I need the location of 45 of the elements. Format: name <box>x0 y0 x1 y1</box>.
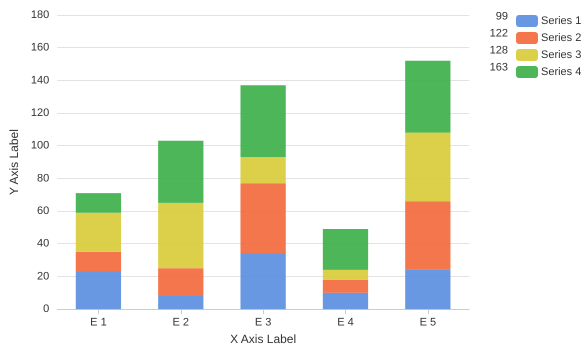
bar <box>158 140 204 203</box>
y-tick-label: 120 <box>30 107 50 120</box>
bar <box>322 229 368 270</box>
bar <box>240 183 286 254</box>
bar <box>322 292 368 310</box>
y-tick-label: 180 <box>30 9 50 21</box>
y-tick-label: 40 <box>37 238 50 250</box>
bar <box>240 85 286 158</box>
legend-label: Series 1 <box>541 15 582 27</box>
y-tick-label: 140 <box>30 74 50 86</box>
x-tick-label: E 1 <box>90 316 107 329</box>
bar <box>405 270 450 310</box>
bar <box>76 212 122 252</box>
bar <box>76 193 122 213</box>
x-tick-label: E 5 <box>420 316 436 329</box>
bar <box>158 202 204 268</box>
bar <box>405 201 450 270</box>
bar <box>405 132 450 202</box>
text: 99 <box>496 10 508 22</box>
bar <box>405 60 450 133</box>
y-tick-label: 0 <box>43 303 50 316</box>
y-tick-label: 60 <box>37 205 50 218</box>
bar <box>76 252 122 272</box>
legend-label: Series 3 <box>541 49 582 61</box>
x-tick-label: E 4 <box>337 316 354 329</box>
x-axis-title: X Axis Label <box>230 332 296 346</box>
bar <box>322 280 368 293</box>
bar <box>240 254 286 310</box>
text: 163 <box>490 62 508 74</box>
bar <box>158 268 204 296</box>
x-tick-label: E 3 <box>254 316 272 329</box>
legend-label: Series 4 <box>541 66 582 78</box>
bar <box>158 296 204 310</box>
x-tick-label: E 2 <box>172 316 190 329</box>
legend-label: Series 2 <box>541 32 582 44</box>
y-tick-label: 100 <box>30 140 50 152</box>
bar <box>240 157 286 184</box>
y-tick-label: 20 <box>37 270 50 282</box>
bar <box>322 270 368 280</box>
y-axis-title: Y Axis Label <box>7 129 21 195</box>
y-tick-label: 160 <box>30 42 50 54</box>
text: 122 <box>490 28 508 40</box>
text: 128 <box>490 44 508 56</box>
y-tick-label: 80 <box>37 172 50 184</box>
bar <box>76 272 122 310</box>
